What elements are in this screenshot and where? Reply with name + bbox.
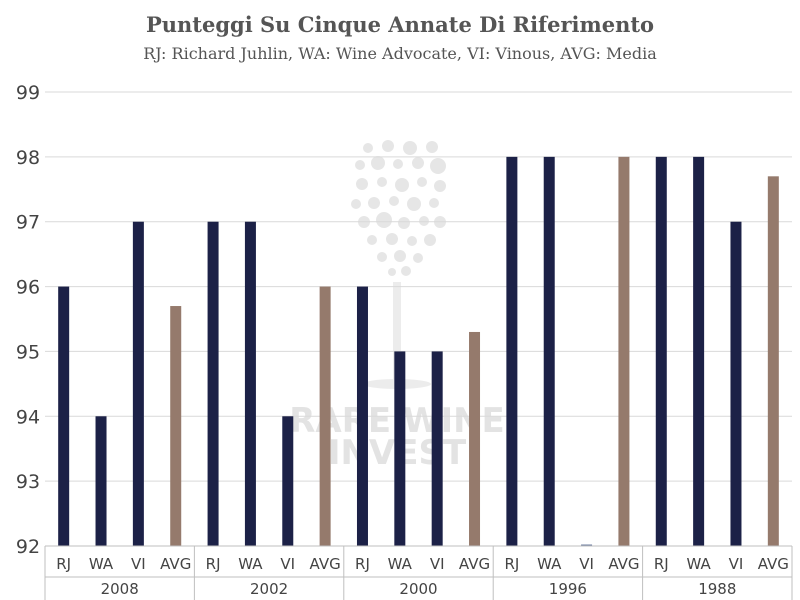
x-tick-label: RJ [654,555,669,573]
watermark-bubble [355,160,365,170]
y-tick-label: 99 [16,82,40,104]
watermark-bubble [417,177,427,187]
bar-1996-vi [581,544,593,546]
y-tick-label: 93 [16,471,40,493]
watermark-bubble [377,252,387,262]
watermark-bubble [434,180,446,192]
watermark-bubble [371,156,385,170]
bar-2008-avg [170,306,182,546]
x-tick-label: AVG [459,555,490,573]
x-group-label: 2002 [250,580,288,598]
watermark-bubble [377,177,387,187]
chart-subtitle: RJ: Richard Juhlin, WA: Wine Advocate, V… [143,44,657,63]
x-tick-label: AVG [160,555,191,573]
watermark-bubble [393,159,403,169]
x-tick-label: VI [579,555,594,573]
x-tick-label: WA [388,555,413,573]
x-group-label: 2000 [399,580,437,598]
x-group-label: 2008 [101,580,139,598]
watermark-bubble [403,141,417,155]
watermark-bubble [388,268,396,276]
y-tick-label: 94 [16,406,40,428]
x-tick-label: VI [430,555,445,573]
bar-2000-avg [469,331,481,546]
bar-2002-vi [282,416,294,546]
y-tick-label: 98 [16,147,40,169]
watermark-bubble [430,158,446,174]
bar-2008-rj [58,286,70,546]
x-group-label: 1988 [698,580,736,598]
bar-2002-wa [244,221,256,546]
bar-1996-rj [506,156,518,546]
watermark-bubble [356,178,368,190]
x-tick-label: VI [280,555,295,573]
x-tick-label: VI [729,555,744,573]
x-tick-label: RJ [56,555,71,573]
bar-1988-vi [730,221,742,546]
watermark-bubble [351,199,361,209]
bar-1988-wa [693,156,705,546]
watermark-bubble [367,235,377,245]
bar-1996-avg [618,156,630,546]
x-axis: RJ WA VI AVG 2008 RJ WA VI AVG 2002 RJ WA VI AVG 2000 R… [44,545,793,600]
x-tick-label: VI [131,555,146,573]
x-tick-label: RJ [504,555,519,573]
chart-title: Punteggi Su Cinque Annate Di Riferimento [145,12,655,37]
watermark-bubble [413,253,423,263]
x-tick-label: AVG [758,555,789,573]
x-group-label: 1996 [549,580,587,598]
watermark-bubble [398,217,410,229]
y-axis: 92 93 94 95 96 97 98 99 [16,82,40,558]
watermark-bubble [426,141,438,153]
y-tick-label: 95 [16,341,40,363]
watermark-bubble [382,140,394,152]
watermark-bubble [412,157,424,169]
bar-2000-vi [431,351,443,546]
x-tick-label: RJ [355,555,370,573]
watermark-bubble [363,143,373,153]
watermark-bubble [368,197,380,209]
watermark-bubble [389,196,399,206]
bar-2008-vi [132,221,144,546]
watermark-bubble [376,212,392,228]
watermark-bubble [401,266,411,276]
watermark-bubble [407,197,421,211]
bar-2000-rj [356,286,368,546]
watermark-glass-stem [393,282,401,382]
watermark-bubble [395,178,409,192]
bar-2008-wa [95,416,107,546]
x-tick-label: WA [238,555,263,573]
x-tick-label: WA [537,555,562,573]
x-tick-label: RJ [206,555,221,573]
watermark-bubble [386,233,398,245]
x-tick-label: WA [89,555,114,573]
watermark-bubble [394,250,406,262]
watermark-bubble [407,236,417,246]
bars [58,156,779,547]
x-tick-label: AVG [310,555,341,573]
y-tick-label: 92 [16,536,40,558]
bar-2000-wa [394,351,406,546]
watermark-bubble [424,234,436,246]
bar-2002-rj [207,221,219,546]
watermark-bubble [419,216,429,226]
y-tick-label: 96 [16,277,40,299]
x-tick-label: WA [686,555,711,573]
y-tick-label: 97 [16,212,40,234]
bar-1996-wa [543,156,555,546]
watermark-bubble [429,198,439,208]
x-tick-label: AVG [608,555,639,573]
bar-2002-avg [319,286,331,546]
bar-1988-avg [767,176,779,547]
bar-1988-rj [655,156,667,546]
